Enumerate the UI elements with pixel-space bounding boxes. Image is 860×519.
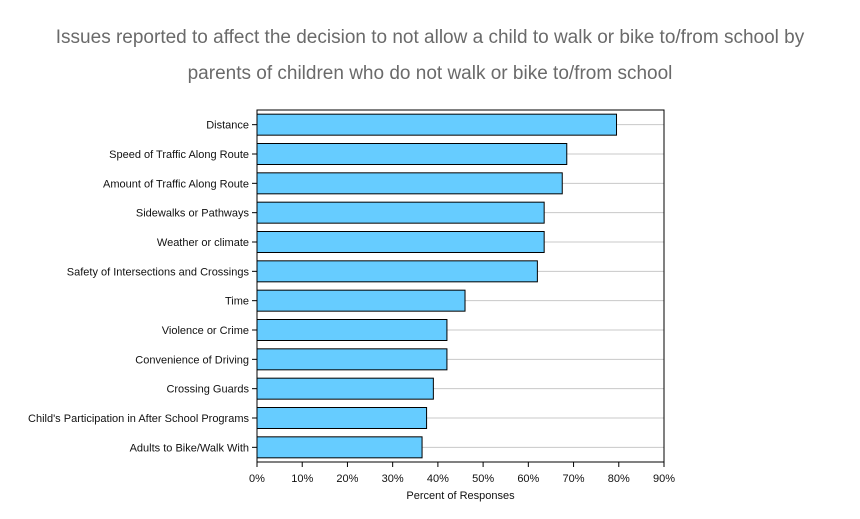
bar [256,348,448,371]
category-label: Amount of Traffic Along Route [103,178,249,190]
x-tick-label: 70% [563,473,585,485]
category-label: Speed of Traffic Along Route [109,149,249,161]
bar [256,172,563,195]
x-tick-label: 50% [472,473,494,485]
category-label: Convenience of Driving [135,354,249,366]
category-label: Adults to Bike/Walk With [130,442,249,454]
x-tick-label: 60% [517,473,539,485]
bar [256,319,448,341]
chart-title-line-1: Issues reported to affect the decision t… [55,27,805,48]
bar [256,260,538,283]
x-tick-label: 90% [653,473,675,485]
bars [256,113,618,459]
x-tick-label: 80% [608,473,630,485]
x-tick-label: 0% [249,473,265,485]
x-tick-label: 40% [427,473,449,485]
category-label: Safety of Intersections and Crossings [67,266,250,278]
bar [256,201,545,224]
bar [256,407,428,429]
chart-title-line-2: parents of children who do not walk or b… [187,63,673,84]
category-label: Distance [206,120,249,132]
x-tick-label: 30% [382,473,404,485]
category-label: Time [225,296,249,308]
chart-title: Issues reported to affect the decision t… [0,20,860,92]
bar [256,143,568,165]
bar [256,231,545,253]
x-tick-label: 10% [291,473,313,485]
bar [256,436,423,459]
bar [256,113,618,136]
bar [256,377,434,400]
category-label: Sidewalks or Pathways [136,208,250,220]
category-label: Child's Participation in After School Pr… [28,413,249,425]
category-label: Violence or Crime [162,325,249,337]
axes [252,109,665,467]
category-label: Crossing Guards [166,384,249,396]
x-tick-label: 20% [336,473,358,485]
category-label: Weather or climate [157,237,249,249]
x-axis-title: Percent of Responses [406,490,515,502]
plot-frame [256,109,665,463]
bar [256,289,466,312]
labels: Distance Speed of Traffic Along Route Amou… [28,120,675,502]
